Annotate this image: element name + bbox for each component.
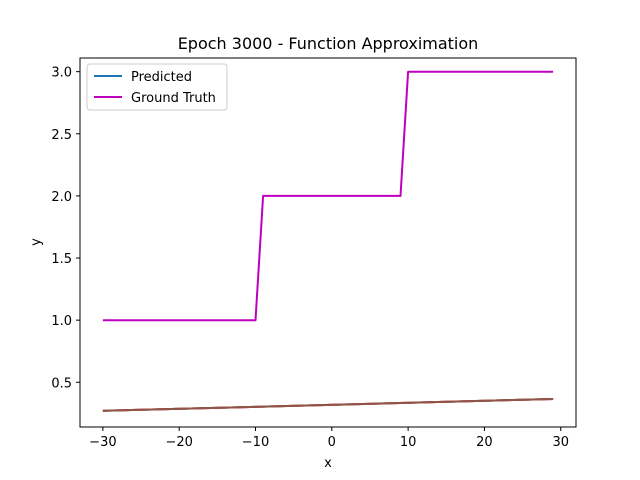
chart-title: Epoch 3000 - Function Approximation <box>178 34 479 53</box>
x-tick-label: 20 <box>476 435 493 450</box>
plot-frame <box>79 57 577 428</box>
series-line-1 <box>102 70 554 322</box>
x-tick-label: −30 <box>89 435 116 450</box>
y-tick-label: 2.5 <box>51 128 72 143</box>
plot-area <box>80 58 576 427</box>
legend-label-ground-truth: Ground Truth <box>131 91 216 106</box>
legend-label-predicted: Predicted <box>131 70 192 85</box>
x-axis-label: x <box>324 456 332 471</box>
y-tick-label: 1.0 <box>51 314 72 329</box>
y-axis-label: y <box>29 238 44 246</box>
x-tick-label: −20 <box>165 435 192 450</box>
y-tick-label: 1.5 <box>51 252 72 267</box>
y-axis-ticks: 0.5 1.0 1.5 2.0 2.5 3.0 <box>51 66 80 391</box>
x-axis-ticks: −30 −20 −10 0 10 20 30 <box>89 427 569 450</box>
series-line-4 <box>102 398 554 412</box>
y-tick-label: 2.0 <box>51 190 72 205</box>
y-tick-label: 0.5 <box>51 376 72 391</box>
x-tick-label: 10 <box>400 435 417 450</box>
y-tick-label: 3.0 <box>51 66 72 81</box>
series-layer <box>102 70 554 412</box>
legend: Predicted Ground Truth <box>86 63 228 111</box>
x-tick-label: 0 <box>328 435 336 450</box>
x-tick-label: −10 <box>242 435 269 450</box>
x-tick-label: 30 <box>552 435 569 450</box>
